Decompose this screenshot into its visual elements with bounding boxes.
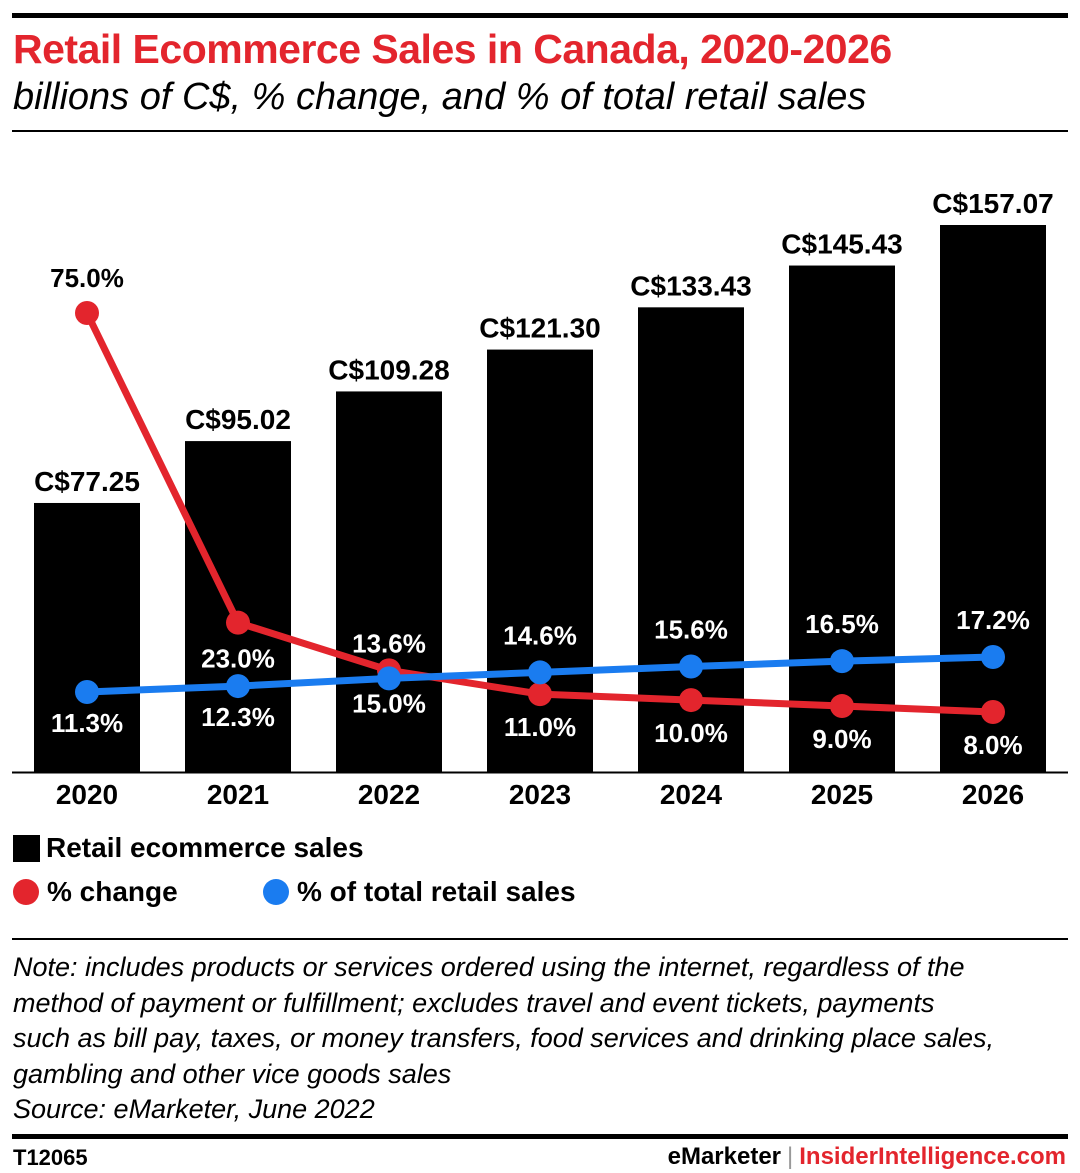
- share-point: [981, 645, 1005, 669]
- share-value-label: 11.3%: [51, 708, 123, 738]
- bar-value-label: C$121.30: [479, 313, 600, 344]
- note-line: method of payment or fulfillment; exclud…: [13, 987, 935, 1018]
- bar-value-label: C$109.28: [328, 354, 449, 385]
- share-point: [830, 649, 854, 674]
- legend-change-label: % change: [47, 876, 178, 907]
- share-value-label: 14.6%: [503, 620, 577, 650]
- legend-bar-swatch: [13, 834, 40, 862]
- brand-insider: InsiderIntelligence.com: [799, 1143, 1066, 1170]
- change-value-label: 9.0%: [812, 724, 871, 754]
- change-point: [528, 682, 552, 707]
- share-point: [528, 660, 552, 685]
- change-point: [226, 610, 250, 635]
- change-value-label: 23.0%: [201, 644, 275, 674]
- x-tick-label: 2021: [207, 779, 269, 810]
- legend-item-change: % change: [13, 876, 178, 908]
- bottom-rule: [12, 1134, 1068, 1139]
- bar-2022: [336, 391, 442, 772]
- labels-layer: C$77.25 2020 C$95.02 2021 C$109.28 2022 C$121.…: [34, 188, 1054, 810]
- bar-2025: [789, 265, 895, 772]
- x-tick-label: 2024: [660, 779, 723, 810]
- share-value-label: 15.6%: [654, 614, 728, 644]
- source-line: Source: eMarketer, June 2022: [13, 1094, 375, 1124]
- title-rule: [12, 130, 1068, 132]
- note-line: gambling and other vice goods sales: [13, 1058, 452, 1089]
- footnote: Note: includes products or services orde…: [13, 950, 1073, 1128]
- bar-value-label: C$145.43: [781, 229, 902, 260]
- note-rule: [12, 938, 1068, 940]
- x-tick-label: 2023: [509, 779, 571, 810]
- chart-area: C$77.25 2020 C$95.02 2021 C$109.28 2022 C$121.…: [12, 188, 1068, 810]
- change-value-label: 75.0%: [50, 263, 124, 293]
- change-value-label: 11.0%: [504, 712, 576, 742]
- legend-bars-label: Retail ecommerce sales: [46, 832, 364, 863]
- bar-value-label: C$77.25: [34, 466, 140, 497]
- share-value-label: 13.6%: [352, 628, 426, 658]
- chart-title: Retail Ecommerce Sales in Canada, 2020-2…: [13, 26, 892, 72]
- share-value-label: 12.3%: [201, 702, 275, 732]
- lines-layer: [75, 301, 1005, 724]
- bar-value-label: C$157.07: [932, 188, 1053, 219]
- bar-2023: [487, 349, 593, 772]
- chart-subtitle: billions of C$, % change, and % of total…: [13, 76, 867, 118]
- change-value-label: 15.0%: [352, 688, 426, 718]
- legend-item-bars: Retail ecommerce sales: [13, 832, 364, 864]
- brand-emarketer: eMarketer: [667, 1143, 782, 1170]
- top-rule: [12, 13, 1068, 18]
- x-tick-label: 2025: [811, 779, 873, 810]
- legend-item-share: % of total retail sales: [263, 876, 576, 908]
- bar-value-label: C$133.43: [630, 270, 751, 301]
- bar-2021: [185, 441, 291, 772]
- share-point: [377, 666, 401, 691]
- note-line: Note: includes products or services orde…: [13, 952, 965, 982]
- change-value-label: 10.0%: [654, 718, 728, 748]
- change-point: [830, 694, 854, 719]
- share-point: [679, 654, 703, 679]
- legend-change-swatch: [13, 879, 39, 905]
- change-point: [679, 688, 703, 713]
- x-tick-label: 2026: [962, 779, 1024, 810]
- legend-share-swatch: [263, 879, 289, 905]
- change-value-label: 8.0%: [963, 730, 1022, 760]
- x-tick-label: 2020: [56, 779, 118, 810]
- x-tick-label: 2022: [358, 779, 420, 810]
- brand-footer: eMarketer | InsiderIntelligence.com: [668, 1143, 1066, 1171]
- change-point: [75, 301, 99, 325]
- share-point: [226, 674, 250, 699]
- share-value-label: 17.2%: [956, 605, 1030, 635]
- change-point: [981, 700, 1005, 724]
- share-value-label: 16.5%: [805, 609, 879, 639]
- bar-2020: [34, 502, 140, 772]
- share-point: [75, 680, 99, 704]
- brand-separator: |: [787, 1143, 794, 1170]
- legend-share-label: % of total retail sales: [297, 876, 576, 907]
- chart-id: T12065: [13, 1145, 88, 1170]
- bar-value-label: C$95.02: [185, 404, 291, 435]
- bar-2026: [940, 225, 1046, 772]
- note-line: such as bill pay, taxes, or money transf…: [13, 1023, 994, 1053]
